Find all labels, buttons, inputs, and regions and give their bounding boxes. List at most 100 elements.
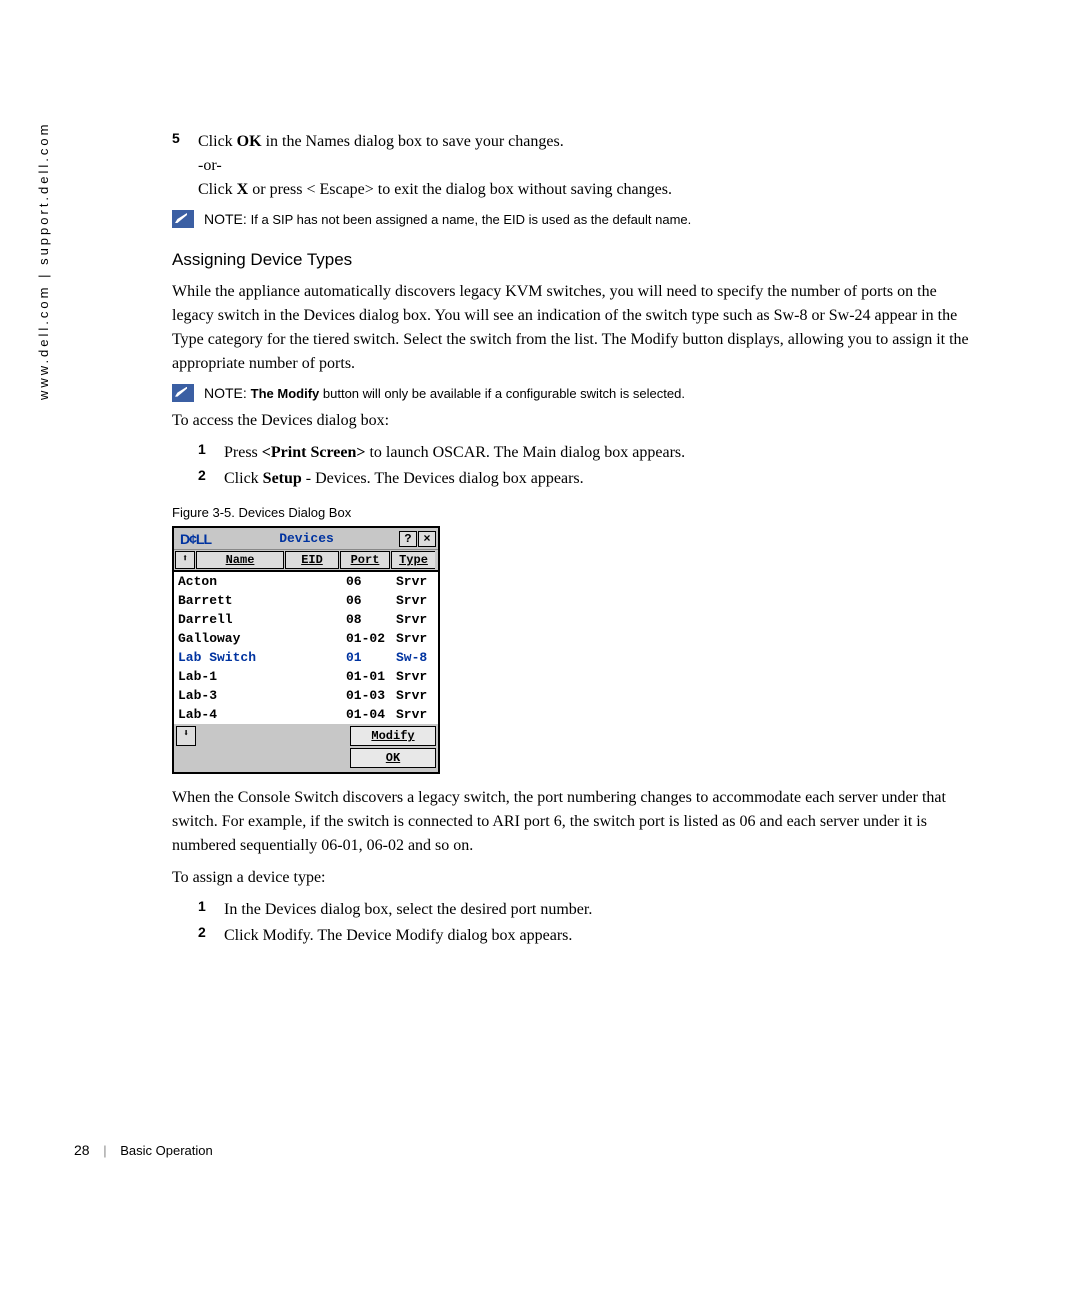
page-footer: 28 | Basic Operation bbox=[74, 1142, 213, 1158]
device-name: Barrett bbox=[174, 591, 346, 610]
device-name: Lab-1 bbox=[174, 667, 346, 686]
page-content: 5 Click OK in the Names dialog box to sa… bbox=[172, 130, 982, 950]
device-type: Srvr bbox=[396, 572, 438, 591]
device-row[interactable]: Barrett06Srvr bbox=[174, 591, 438, 610]
note-label: NOTE: bbox=[204, 385, 251, 401]
page-number: 28 bbox=[74, 1142, 90, 1158]
footer-section: Basic Operation bbox=[120, 1143, 213, 1158]
figure-caption: Figure 3-5. Devices Dialog Box bbox=[172, 505, 982, 520]
device-row[interactable]: Lab-101-01Srvr bbox=[174, 667, 438, 686]
step-number: 1 bbox=[198, 441, 224, 465]
device-name: Lab Switch bbox=[174, 648, 346, 667]
note-icon bbox=[172, 210, 194, 228]
device-type: Srvr bbox=[396, 591, 438, 610]
device-row[interactable]: Lab-401-04Srvr bbox=[174, 705, 438, 724]
ok-button[interactable]: OK bbox=[350, 748, 436, 768]
step-3-1: 1 In the Devices dialog box, select the … bbox=[198, 898, 982, 922]
bold: Setup bbox=[263, 470, 302, 487]
step-2-1: 1 Press <Print Screen> to launch OSCAR. … bbox=[198, 441, 982, 465]
device-name: Acton bbox=[174, 572, 346, 591]
bold: OK bbox=[237, 133, 262, 150]
step-5: 5 Click OK in the Names dialog box to sa… bbox=[172, 130, 982, 202]
device-row[interactable]: Darrell08Srvr bbox=[174, 610, 438, 629]
text: Click bbox=[198, 181, 237, 198]
note-2: NOTE: The Modify button will only be ava… bbox=[172, 384, 982, 404]
text: Click bbox=[198, 133, 237, 150]
device-port: 01-02 bbox=[346, 629, 396, 648]
device-port: 01-04 bbox=[346, 705, 396, 724]
dialog-footer: ⬇ Modify OK bbox=[174, 724, 438, 772]
device-row[interactable]: Lab Switch01Sw-8 bbox=[174, 648, 438, 667]
sort-down-button[interactable]: ⬇ bbox=[176, 726, 196, 746]
step-number: 5 bbox=[172, 130, 198, 202]
step-2-2: 2 Click Setup - Devices. The Devices dia… bbox=[198, 467, 982, 491]
column-header-eid[interactable]: EID bbox=[285, 551, 339, 569]
device-port: 08 bbox=[346, 610, 396, 629]
sort-up-button[interactable]: ⬆ bbox=[175, 551, 195, 569]
text: in the Names dialog box to save your cha… bbox=[262, 133, 564, 150]
device-row[interactable]: Galloway01-02Srvr bbox=[174, 629, 438, 648]
close-button[interactable]: × bbox=[418, 531, 436, 547]
device-type: Srvr bbox=[396, 667, 438, 686]
device-name: Lab-4 bbox=[174, 705, 346, 724]
help-button[interactable]: ? bbox=[399, 531, 417, 547]
note-text: NOTE: The Modify button will only be ava… bbox=[204, 384, 685, 404]
dialog-title: Devices bbox=[215, 531, 398, 546]
step-text: Press <Print Screen> to launch OSCAR. Th… bbox=[224, 441, 685, 465]
device-name: Lab-3 bbox=[174, 686, 346, 705]
section-heading: Assigning Device Types bbox=[172, 250, 982, 270]
device-type: Srvr bbox=[396, 610, 438, 629]
column-header-name[interactable]: Name bbox=[196, 551, 284, 569]
paragraph-2: To access the Devices dialog box: bbox=[172, 409, 982, 433]
device-port: 01-01 bbox=[346, 667, 396, 686]
step-number: 2 bbox=[198, 924, 224, 948]
device-type: Srvr bbox=[396, 705, 438, 724]
step-text: Click Modify. The Device Modify dialog b… bbox=[224, 924, 572, 948]
step-text: In the Devices dialog box, select the de… bbox=[224, 898, 592, 922]
step-text: Click Setup - Devices. The Devices dialo… bbox=[224, 467, 584, 491]
sidebar-url: www.dell.com | support.dell.com bbox=[36, 122, 51, 400]
note-icon bbox=[172, 384, 194, 402]
text: Press bbox=[224, 444, 262, 461]
paragraph-4: To assign a device type: bbox=[172, 866, 982, 890]
step-number: 2 bbox=[198, 467, 224, 491]
device-port: 01 bbox=[346, 648, 396, 667]
device-type: Sw-8 bbox=[396, 648, 438, 667]
bold: The Modify bbox=[251, 386, 320, 401]
text: Click bbox=[224, 470, 263, 487]
text: If a SIP has not been assigned a name, t… bbox=[251, 212, 692, 227]
bold: <Print Screen> bbox=[262, 444, 366, 461]
device-port: 06 bbox=[346, 591, 396, 610]
paragraph-3: When the Console Switch discovers a lega… bbox=[172, 786, 982, 858]
text: -or- bbox=[198, 157, 222, 174]
device-port: 06 bbox=[346, 572, 396, 591]
device-type: Srvr bbox=[396, 629, 438, 648]
text: button will only be available if a confi… bbox=[319, 386, 685, 401]
device-port: 01-03 bbox=[346, 686, 396, 705]
device-row[interactable]: Lab-301-03Srvr bbox=[174, 686, 438, 705]
device-row[interactable]: Acton06Srvr bbox=[174, 572, 438, 591]
dialog-titlebar: D¢LL Devices ? × bbox=[174, 528, 438, 550]
text: to launch OSCAR. The Main dialog box app… bbox=[365, 444, 685, 461]
step-number: 1 bbox=[198, 898, 224, 922]
bold: X bbox=[237, 181, 249, 198]
modify-button[interactable]: Modify bbox=[350, 726, 436, 746]
column-header-port[interactable]: Port bbox=[340, 551, 390, 569]
device-name: Darrell bbox=[174, 610, 346, 629]
note-label: NOTE: bbox=[204, 211, 251, 227]
device-name: Galloway bbox=[174, 629, 346, 648]
dell-logo: D¢LL bbox=[176, 531, 215, 547]
dialog-rows: Acton06SrvrBarrett06SrvrDarrell08SrvrGal… bbox=[174, 572, 438, 724]
footer-separator: | bbox=[103, 1143, 106, 1158]
devices-dialog: D¢LL Devices ? × ⬆ Name EID Port Type Ac… bbox=[172, 526, 440, 774]
paragraph-1: While the appliance automatically discov… bbox=[172, 280, 982, 376]
step-3-2: 2 Click Modify. The Device Modify dialog… bbox=[198, 924, 982, 948]
text: or press < Escape> to exit the dialog bo… bbox=[248, 181, 672, 198]
note-text: NOTE: If a SIP has not been assigned a n… bbox=[204, 210, 691, 230]
column-header-type[interactable]: Type bbox=[391, 551, 435, 569]
text: - Devices. The Devices dialog box appear… bbox=[302, 470, 584, 487]
device-type: Srvr bbox=[396, 686, 438, 705]
step-text: Click OK in the Names dialog box to save… bbox=[198, 130, 672, 202]
note-1: NOTE: If a SIP has not been assigned a n… bbox=[172, 210, 982, 230]
dialog-column-headers: ⬆ Name EID Port Type bbox=[174, 550, 438, 572]
